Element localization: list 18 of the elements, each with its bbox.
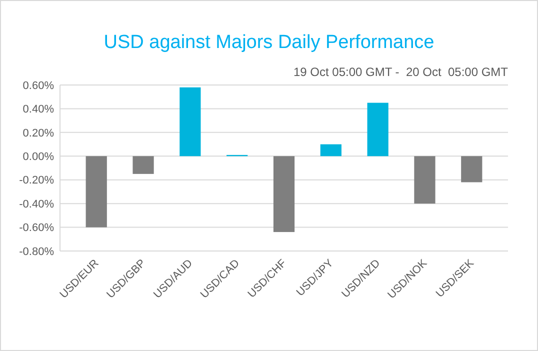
y-tick-label: 0.40% bbox=[22, 104, 54, 116]
bar bbox=[180, 87, 201, 156]
y-tick-label: -0.40% bbox=[19, 198, 54, 210]
bar bbox=[86, 156, 107, 228]
bar bbox=[320, 144, 342, 156]
y-tick-label: 0.20% bbox=[22, 127, 54, 140]
y-tick-label: -0.60% bbox=[19, 222, 54, 234]
bar bbox=[414, 156, 436, 204]
bar bbox=[273, 156, 295, 232]
y-tick-label: 0.00% bbox=[22, 150, 54, 163]
chart-subtitle: 19 Oct 05:00 GMT - 20 Oct 05:00 GMT bbox=[293, 65, 509, 79]
y-tick-label: 0.60% bbox=[22, 80, 54, 92]
y-tick-label: -0.80% bbox=[19, 246, 54, 258]
bar bbox=[367, 102, 388, 156]
chart-title: USD against Majors Daily Performance bbox=[104, 32, 434, 53]
bar bbox=[132, 156, 154, 174]
bar bbox=[461, 156, 482, 182]
y-tick-label: -0.20% bbox=[19, 174, 54, 187]
